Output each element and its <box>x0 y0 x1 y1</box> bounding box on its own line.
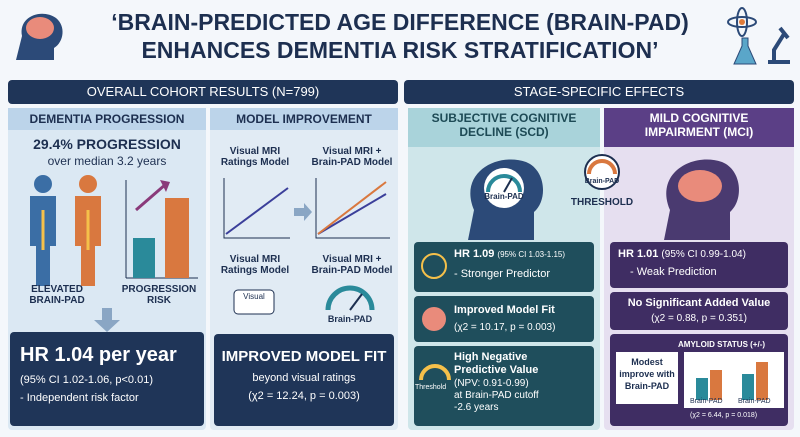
label-line: PROGRESSION <box>121 284 197 295</box>
hr-line: HR 1.01 (95% CI 0.99-1.04) <box>618 248 746 260</box>
label-line: Brain-PAD Model <box>311 265 393 276</box>
added: No Significant Added Value <box>627 297 771 309</box>
hr: HR 1.09 <box>454 248 495 260</box>
amyloid-illustration <box>684 352 784 408</box>
result-stat: (χ2 = 12.24, p = 0.003) <box>248 390 360 402</box>
label-line: RISK <box>147 295 171 306</box>
hr-ci: (95% CI 0.99-1.04) <box>661 249 746 260</box>
npv: High Negative Predictive Value <box>454 351 538 377</box>
down-arrow <box>94 308 120 332</box>
scd-panel: SUBJECTIVE COGNITIVE DECLINE (SCD) Brain… <box>408 108 600 430</box>
mci-added-box: No Significant Added Value (χ2 = 0.88, p… <box>610 292 788 330</box>
label-line: Ratings Model <box>220 265 290 276</box>
panel-heading: MILD COGNITIVE IMPAIRMENT (MCI) <box>604 108 794 147</box>
heading-line: SUBJECTIVE COGNITIVE <box>431 111 577 125</box>
threshold: THRESHOLD <box>570 197 634 208</box>
added-stat: (χ2 = 0.88, p = 0.351) <box>651 313 747 324</box>
title: ‘BRAIN-PREDICTED AGE DIFFERENCE (BRAIN-P… <box>70 8 730 64</box>
fit: Improved Model Fit <box>454 304 555 316</box>
label-line: Visual MRI <box>229 254 281 265</box>
section-heading: OVERALL COHORT RESULTS (N=799) <box>8 80 398 104</box>
label-line: Visual MRI <box>229 146 281 157</box>
gauge-label: Brain-PAD <box>327 314 373 324</box>
model-label: Visual MRI Ratings Model <box>210 254 300 276</box>
figures <box>30 175 198 286</box>
note-line: Modest <box>631 357 663 367</box>
label-line: Visual MRI + <box>322 146 382 157</box>
heading-line: MILD COGNITIVE <box>649 111 749 125</box>
label-line: Visual MRI + <box>322 254 382 265</box>
gauge-label: Brain-PAD <box>584 178 620 185</box>
head-label: Brain-PAD <box>484 192 524 201</box>
hr: HR 1.01 <box>618 248 659 260</box>
amyloid-note: Modest improve with Brain-PAD <box>616 352 678 404</box>
npv-detail: (NPV: 0.91-0.99) at Brain-PAD cutoff -2.… <box>454 378 539 414</box>
bar-label: Brain-PAD <box>738 398 771 405</box>
scd-fit-box: Improved Model Fit (χ2 = 10.17, p = 0.00… <box>414 296 594 342</box>
stat: 29.4% PROGRESSION <box>33 136 181 152</box>
npv-detail-line: at Brain-PAD cutoff <box>454 390 539 401</box>
bar-label: Brain-PAD <box>690 398 723 405</box>
hr-note: - Stronger Predictor <box>454 268 550 280</box>
panel-heading: MODEL IMPROVEMENT <box>210 108 398 130</box>
model-label: Visual MRI Ratings Model <box>210 146 300 168</box>
npv-line: Predictive Value <box>454 364 539 376</box>
gauges <box>233 285 375 315</box>
model-curves <box>223 178 390 239</box>
amyloid: AMYLOID STATUS (+/-) <box>678 340 766 349</box>
ci: (95% CI 1.02-1.06, p<0.01) <box>20 374 153 386</box>
hr-box: HR 1.04 per year (95% CI 1.02-1.06, p<0.… <box>10 332 204 426</box>
gauge-label: Visual <box>243 292 265 301</box>
result: IMPROVED MODEL FIT <box>221 348 387 365</box>
npv-line: High Negative <box>454 351 528 363</box>
result-box: IMPROVED MODEL FIT beyond visual ratings… <box>214 334 394 426</box>
model-label: Visual MRI + Brain-PAD Model <box>306 146 398 168</box>
scd-head <box>468 159 544 240</box>
fit-stat: (χ2 = 10.17, p = 0.003) <box>454 322 556 333</box>
note: - Independent risk factor <box>20 392 139 404</box>
hr-note: - Weak Prediction <box>630 266 717 278</box>
scd-hr-box: HR 1.09 (95% CI 1.03-1.15) - Stronger Pr… <box>414 242 594 292</box>
npv-detail-line: -2.6 years <box>454 402 499 413</box>
icon-label: Threshold <box>415 384 447 391</box>
model-label: Visual MRI + Brain-PAD Model <box>306 254 398 276</box>
icon <box>419 364 451 381</box>
note-line: improve with <box>619 369 675 379</box>
science-icon <box>727 7 790 65</box>
scd-npv-box: Threshold High Negative Predictive Value… <box>414 346 594 426</box>
threshold-gauge <box>584 154 620 190</box>
section-heading: STAGE-SPECIFIC EFFECTS <box>404 80 794 104</box>
label-line: Brain-PAD Model <box>311 157 393 168</box>
mci-head <box>664 159 740 240</box>
hr-line: HR 1.09 (95% CI 1.03-1.15) <box>454 248 565 260</box>
mci-hr-box: HR 1.01 (95% CI 0.99-1.04) - Weak Predic… <box>610 242 788 288</box>
figure-label: ELEVATED BRAIN-PAD <box>12 284 102 306</box>
icon <box>422 307 446 331</box>
label-line: BRAIN-PAD <box>29 295 85 306</box>
panel-heading: SUBJECTIVE COGNITIVE DECLINE (SCD) <box>408 108 600 147</box>
amyloid-stat: (χ2 = 6.44, p = 0.018) <box>690 412 758 419</box>
stat-sub: over median 3.2 years <box>47 154 167 168</box>
mci-panel: MILD COGNITIVE IMPAIRMENT (MCI) HR 1.01 … <box>604 108 794 430</box>
figure-label: PROGRESSION RISK <box>112 284 206 306</box>
panel-heading: DEMENTIA PROGRESSION <box>8 108 206 130</box>
hr-ci: (95% CI 1.03-1.15) <box>497 250 566 259</box>
label-line: Ratings Model <box>220 157 290 168</box>
amyloid-box: AMYLOID STATUS (+/-) Modest improve with… <box>610 334 788 426</box>
brain-icon <box>16 13 63 60</box>
result-sub: beyond visual ratings <box>252 372 356 384</box>
note-line: Brain-PAD <box>624 381 670 391</box>
npv-detail-line: (NPV: 0.91-0.99) <box>454 378 529 389</box>
heading-line: DECLINE (SCD) <box>459 125 549 139</box>
hr: HR 1.04 per year <box>20 344 177 366</box>
label-line: ELEVATED <box>31 284 83 295</box>
heading-line: IMPAIRMENT (MCI) <box>644 125 754 139</box>
icon <box>421 253 447 279</box>
title-line: ENHANCES DEMENTIA RISK STRATIFICATION’ <box>141 37 659 63</box>
title-line: ‘BRAIN-PREDICTED AGE DIFFERENCE (BRAIN-P… <box>111 9 689 35</box>
